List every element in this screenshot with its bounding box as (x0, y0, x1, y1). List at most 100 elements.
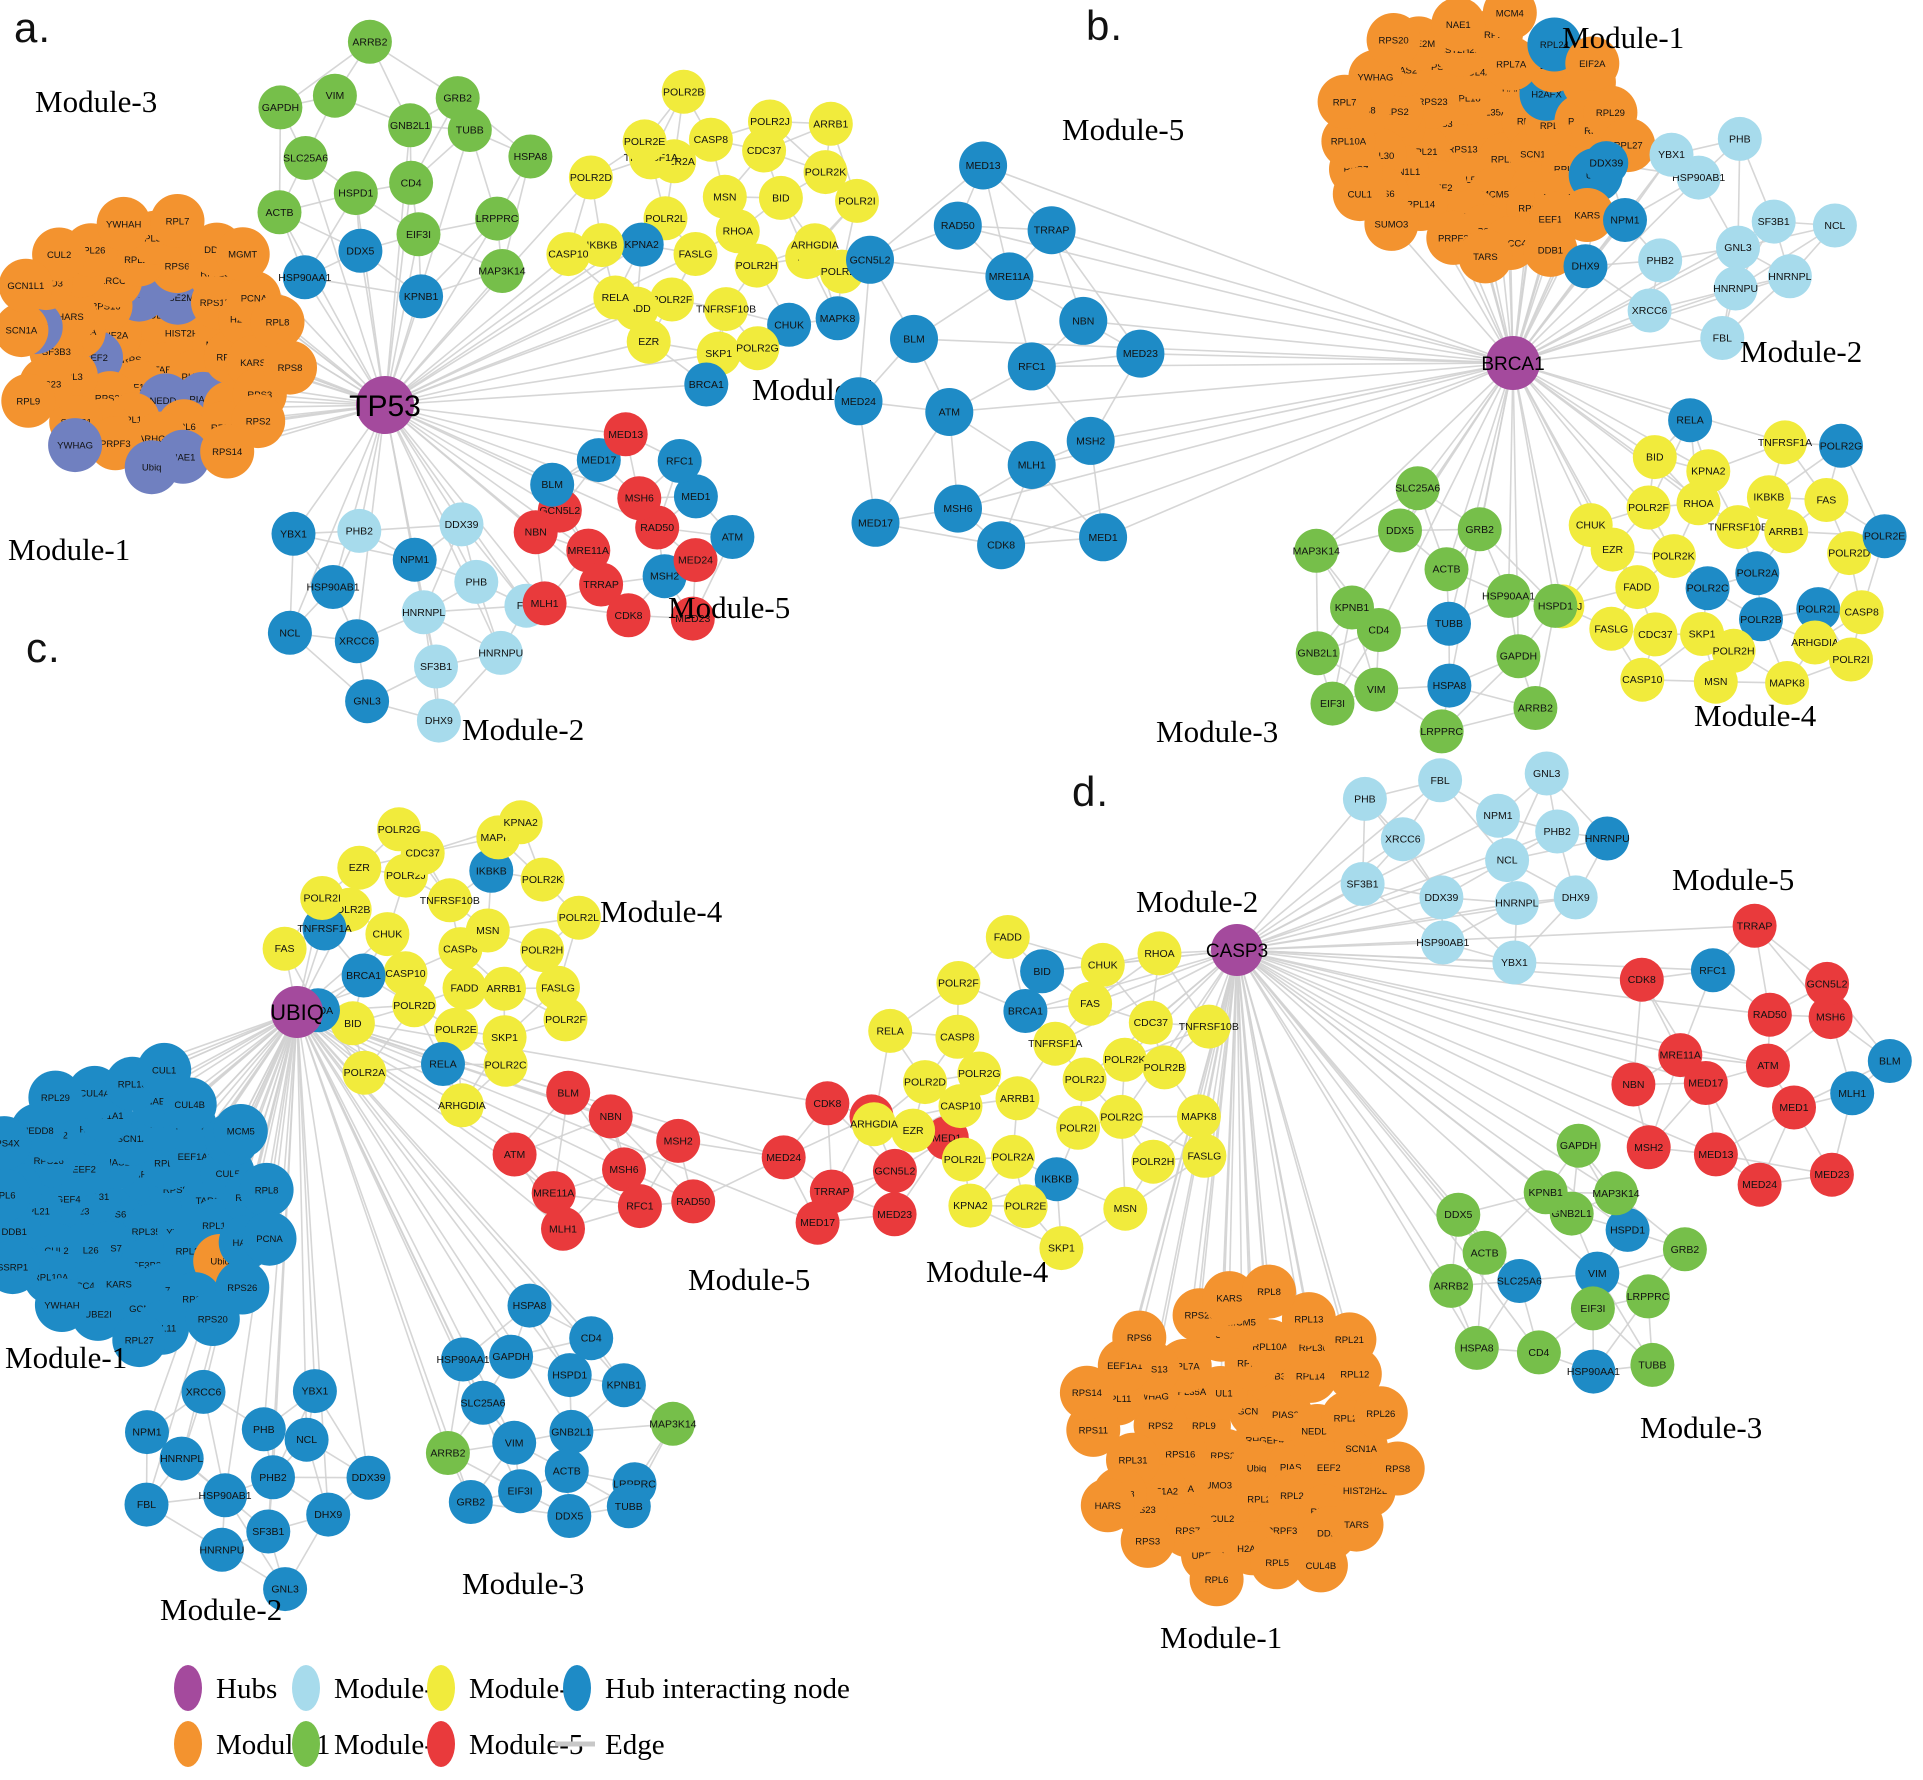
gene-node-HNRNPL: HNRNPL (1495, 881, 1539, 925)
gene-node-ARRB1: ARRB1 (809, 102, 853, 146)
gene-label: NPM1 (132, 1427, 161, 1439)
gene-node-MSH2: MSH2 (1067, 417, 1115, 465)
gene-label: CUL4A (79, 1088, 110, 1099)
gene-label: RPL8 (255, 1185, 279, 1196)
gene-label: GRB2 (443, 93, 472, 105)
gene-label: POLR2A (344, 1067, 385, 1079)
gene-node-LRPPRC: LRPPRC (1420, 709, 1464, 753)
gene-label: MLH1 (1018, 460, 1046, 472)
gene-label: FADD (1623, 582, 1651, 594)
gene-node-EZR: EZR (337, 846, 381, 890)
gene-label: MED13 (608, 429, 643, 441)
gene-node-RPL6: RPL6 (1190, 1552, 1244, 1606)
gene-label: YWHAH (44, 1301, 80, 1312)
gene-node-CASP10: CASP10 (1620, 658, 1664, 702)
gene-label: HNRNPU (478, 647, 523, 659)
gene-node-KPNB1: KPNB1 (602, 1363, 646, 1407)
cluster-b-4-module-3: TUBBCD4ACTBHSPA8KPNB1HSP90AA1VIMDDX5GAPD… (1293, 466, 1578, 753)
gene-label: RPL7 (1333, 97, 1357, 108)
gene-node-VIM: VIM (1354, 668, 1398, 712)
panel-label-c: c. (26, 624, 61, 672)
gene-label: NCL (1824, 220, 1845, 232)
gene-label: NCL (296, 1434, 317, 1446)
gene-node-MED24: MED24 (762, 1135, 806, 1179)
gene-node-RELA: RELA (868, 1009, 912, 1053)
gene-node-POLR2L: POLR2L (557, 896, 601, 940)
gene-label: DHX9 (1571, 261, 1599, 273)
gene-label: YWHAG (1357, 72, 1393, 83)
gene-label: POLR2J (1065, 1074, 1105, 1086)
gene-label: MED17 (858, 517, 893, 529)
gene-node-NPM1: NPM1 (1603, 198, 1647, 242)
module-title-a-module-2: Module-2 (462, 712, 584, 747)
gene-node-FAS: FAS (1068, 982, 1112, 1026)
gene-node-POLR2G: POLR2G (1819, 424, 1863, 468)
gene-node-RPL9: RPL9 (1, 374, 55, 428)
gene-label: VIM (326, 90, 345, 102)
gene-node-MSH2: MSH2 (656, 1119, 700, 1163)
panel-label-a: a. (14, 4, 51, 52)
hub-node-BRCA1: BRCA1 (1481, 336, 1544, 390)
gene-label: LRPPRC (476, 213, 519, 225)
gene-node-RFC1: RFC1 (618, 1184, 662, 1228)
gene-node-SF3B1: SF3B1 (1752, 200, 1796, 244)
gene-label: GAPDH (1500, 651, 1537, 663)
gene-label: YWHAG (57, 441, 93, 452)
gene-node-ARRB2: ARRB2 (426, 1431, 470, 1475)
gene-label: HSP90AB1 (199, 1490, 252, 1502)
gene-node-HSPA8: HSPA8 (1427, 664, 1471, 708)
gene-label: BID (1646, 452, 1664, 464)
gene-label: ARRB2 (1518, 703, 1553, 715)
gene-node-FASLG: FASLG (674, 232, 718, 276)
gene-node-MED13: MED13 (1694, 1132, 1738, 1176)
gene-label: DDX39 (1424, 892, 1458, 904)
gene-label: RPL12 (1340, 1370, 1369, 1381)
gene-label: POLR2C (485, 1059, 527, 1071)
gene-node-MED1: MED1 (1079, 513, 1127, 561)
gene-node-ACTB: ACTB (1463, 1231, 1507, 1275)
gene-node-POLR2H: POLR2H (1131, 1140, 1175, 1184)
gene-label: ACTB (1471, 1247, 1499, 1259)
gene-label: EIF3I (1320, 698, 1345, 710)
gene-label: POLR2G (958, 1068, 1001, 1080)
gene-node-NCL: NCL (1485, 838, 1529, 882)
gene-node-BLM: BLM (890, 315, 938, 363)
gene-label: MSH6 (625, 493, 654, 505)
gene-node-FAS: FAS (1804, 478, 1848, 522)
edge (1032, 363, 1513, 366)
gene-label: ATM (722, 532, 743, 544)
gene-node-RPL7: RPL7 (151, 194, 205, 248)
gene-label: HNRNPU (1585, 833, 1630, 845)
gene-node-KPNB1: KPNB1 (1330, 586, 1374, 630)
gene-label: MAPK8 (1769, 678, 1805, 690)
gene-label: RPL31 (1118, 1455, 1147, 1466)
gene-node-POLR2B: POLR2B (1142, 1045, 1186, 1089)
gene-node-GCN5L2: GCN5L2 (1805, 962, 1849, 1006)
gene-label: TNFRSF1A (297, 923, 351, 935)
gene-node-CHUK: CHUK (365, 912, 409, 956)
gene-label: RPS14 (1072, 1388, 1102, 1399)
gene-label: EIF3I (1580, 1303, 1605, 1315)
gene-label: MLH1 (549, 1223, 577, 1235)
gene-node-NPM1: NPM1 (125, 1410, 169, 1454)
gene-node-MSH2: MSH2 (1627, 1125, 1671, 1169)
gene-node-NCL: NCL (285, 1418, 329, 1462)
gene-label: SLC25A6 (283, 153, 328, 165)
gene-label: TRRAP (814, 1186, 850, 1198)
gene-label: TNFRSF10B (1708, 522, 1768, 534)
gene-label: POLR2F (545, 1014, 586, 1026)
gene-node-YBX1: YBX1 (1650, 133, 1694, 177)
gene-label: VIM (1367, 684, 1386, 696)
gene-label: RPL7 (166, 217, 190, 228)
gene-node-FASLG: FASLG (1589, 607, 1633, 651)
gene-node-RPS14: RPS14 (200, 425, 254, 479)
gene-label: ARRB2 (1434, 1280, 1469, 1292)
gene-node-CASP10: CASP10 (546, 232, 590, 276)
gene-label: YWHAH (106, 219, 142, 230)
gene-label: SF3B1 (1347, 879, 1379, 891)
gene-label: IKBKB (1753, 492, 1784, 504)
gene-node-CUL4B: CUL4B (1294, 1538, 1348, 1592)
gene-label: HNRNPL (160, 1453, 203, 1465)
gene-node-PHB: PHB (242, 1407, 286, 1451)
gene-node-MED17: MED17 (796, 1201, 840, 1245)
